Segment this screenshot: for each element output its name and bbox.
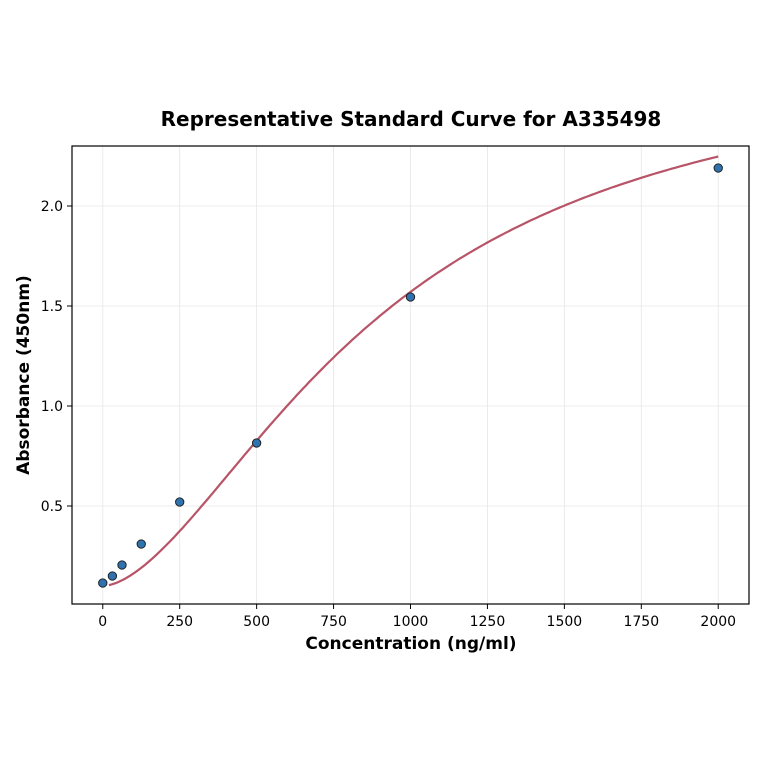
y-tick-label: 1.0 bbox=[41, 399, 63, 415]
chart-title: Representative Standard Curve for A33549… bbox=[161, 107, 662, 131]
data-point bbox=[713, 163, 723, 173]
plot-frame bbox=[71, 145, 750, 605]
data-point bbox=[175, 497, 185, 507]
y-axis-label: Absorbance (450nm) bbox=[14, 275, 34, 475]
x-tick-label: 0 bbox=[98, 614, 107, 630]
x-tick-label: 500 bbox=[243, 614, 270, 630]
x-tick-label: 1250 bbox=[470, 614, 506, 630]
x-tick-label: 1000 bbox=[393, 614, 429, 630]
y-tick-label: 2.0 bbox=[41, 199, 63, 215]
data-point bbox=[107, 571, 118, 581]
y-tick-label: 1.5 bbox=[41, 299, 63, 315]
x-tick-label: 1500 bbox=[547, 614, 583, 630]
data-point bbox=[98, 578, 108, 588]
fit-curve bbox=[108, 155, 719, 587]
x-axis-label: Concentration (ng/ml) bbox=[305, 634, 516, 654]
data-point bbox=[251, 438, 262, 448]
data-point bbox=[405, 292, 416, 302]
data-point bbox=[136, 539, 146, 549]
x-tick-label: 1750 bbox=[623, 614, 659, 630]
data-point bbox=[117, 560, 127, 570]
x-tick-label: 250 bbox=[166, 614, 193, 630]
x-tick-label: 2000 bbox=[700, 614, 736, 630]
y-tick-label: 0.5 bbox=[41, 499, 63, 515]
x-tick-label: 750 bbox=[320, 614, 347, 630]
